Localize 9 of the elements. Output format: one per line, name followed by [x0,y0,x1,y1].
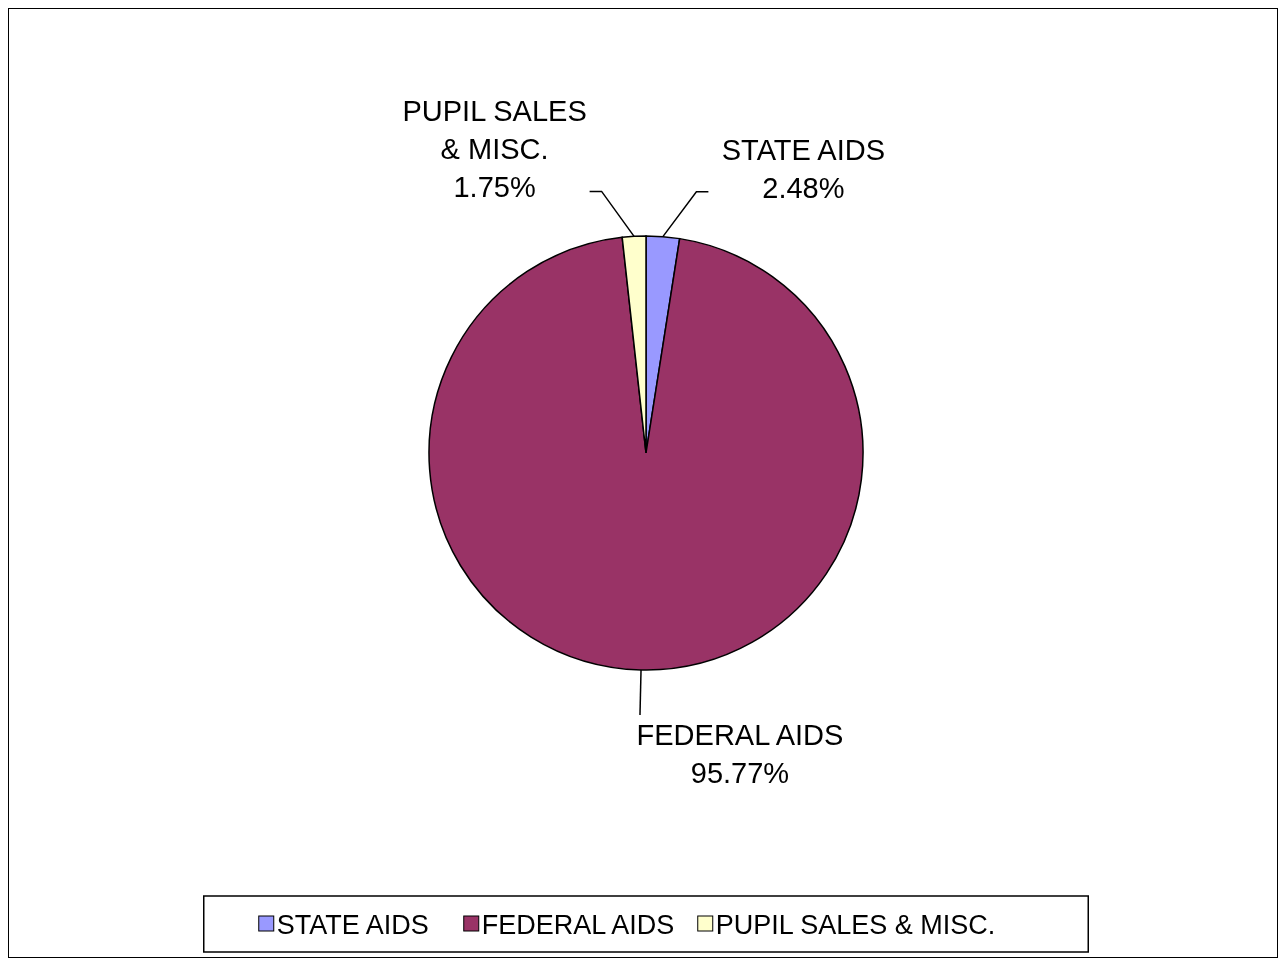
slice-label: STATE AIDS [721,133,886,166]
legend-label: PUPIL SALES & MISC. [715,910,996,940]
slice-label: FEDERAL AIDS [636,718,844,751]
data-label: 95.77% [690,756,790,789]
data-label: 1.75% [453,171,536,204]
slice-label: PUPIL SALES & MISC. [402,95,587,166]
legend-label: STATE AIDS [276,910,429,940]
legend-label: FEDERAL AIDS [481,910,675,940]
data-label: 2.48% [762,171,845,204]
